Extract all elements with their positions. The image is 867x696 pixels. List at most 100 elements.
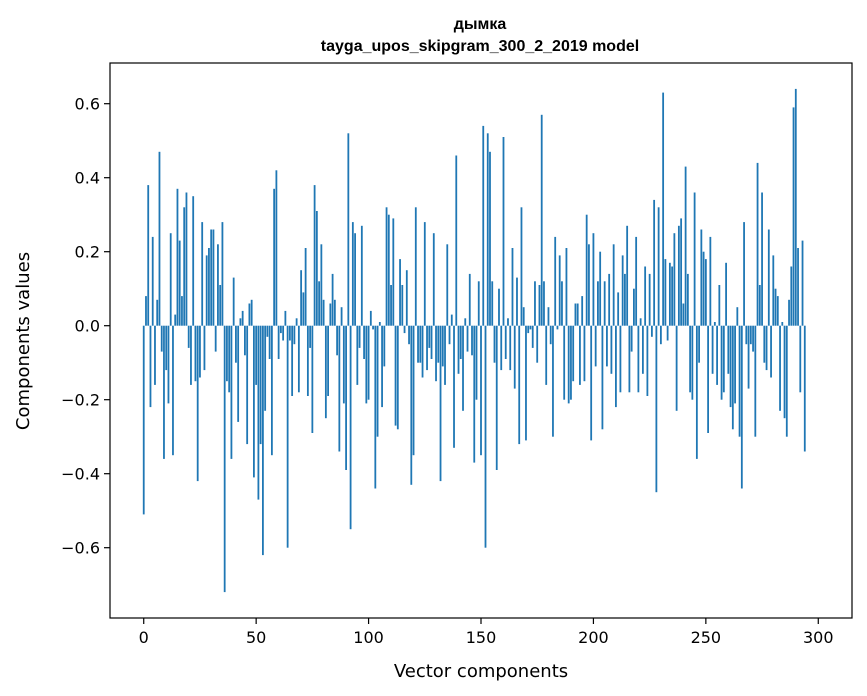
bar [378, 322, 381, 326]
bar [203, 325, 206, 371]
bar [664, 259, 667, 326]
bar [592, 233, 595, 326]
bar [761, 192, 763, 326]
bar [486, 133, 489, 326]
bar [248, 303, 251, 326]
bar [612, 244, 615, 326]
bar [707, 325, 709, 433]
bar [358, 325, 361, 348]
bar [776, 296, 779, 326]
bar [401, 285, 404, 326]
bar [621, 255, 624, 326]
bar [513, 325, 516, 389]
bar [329, 303, 332, 326]
bar [363, 325, 365, 359]
bar [266, 325, 269, 337]
bar [408, 325, 410, 345]
bar [477, 281, 480, 326]
bar [671, 266, 674, 326]
bar [635, 236, 638, 326]
bar [446, 244, 449, 326]
bar [543, 281, 545, 326]
bar [246, 325, 249, 445]
x-tick-label: 300 [803, 628, 834, 647]
bar [767, 229, 770, 326]
bar [727, 325, 730, 374]
bar [196, 325, 199, 482]
bar [637, 325, 640, 393]
bar [504, 325, 507, 359]
bar [394, 325, 397, 426]
bar [579, 325, 581, 385]
bar [226, 325, 228, 382]
bar [448, 325, 451, 345]
bar [792, 107, 795, 326]
bar [435, 325, 437, 382]
bar [639, 318, 642, 326]
bar [464, 318, 467, 326]
bar [610, 325, 613, 374]
bar [484, 325, 487, 548]
bar [154, 325, 156, 385]
bar [441, 325, 444, 367]
bar [342, 325, 345, 404]
bar [356, 325, 359, 385]
bar [666, 325, 669, 341]
bar [239, 318, 242, 326]
bar [383, 325, 386, 367]
bar [338, 325, 341, 452]
bar [799, 325, 802, 393]
bar [653, 199, 656, 326]
bar [781, 322, 784, 326]
bar [646, 325, 649, 396]
bar [729, 325, 732, 408]
x-tick-label: 250 [691, 628, 722, 647]
x-tick-label: 0 [139, 628, 149, 647]
bar [284, 310, 287, 326]
bar [419, 325, 422, 363]
bar [300, 270, 303, 326]
bar [293, 325, 296, 345]
bar [437, 325, 440, 363]
bar [522, 307, 525, 326]
bar [374, 325, 377, 489]
bar [262, 325, 264, 556]
bar [309, 325, 312, 348]
bar [702, 251, 705, 326]
bar [682, 303, 685, 326]
bar [608, 273, 611, 326]
bar [536, 325, 539, 363]
bar [194, 325, 197, 382]
bar [518, 325, 521, 445]
bar [354, 233, 356, 326]
bar [662, 92, 665, 326]
bar [212, 229, 215, 326]
bar [412, 325, 415, 456]
bar [516, 277, 518, 326]
bar [217, 244, 219, 326]
bar [754, 325, 757, 437]
bar [244, 325, 246, 356]
bar [491, 281, 494, 326]
bar [450, 314, 453, 326]
bar [324, 325, 327, 419]
bar [228, 325, 231, 393]
y-tick-label: −0.4 [61, 465, 100, 484]
bar [315, 211, 318, 326]
bar [365, 325, 368, 404]
bar [801, 240, 804, 326]
bar [615, 325, 617, 408]
bar [230, 325, 233, 459]
bar [176, 188, 179, 326]
bar [731, 325, 734, 430]
bar [738, 325, 741, 437]
bar [626, 225, 629, 326]
bar [527, 325, 530, 334]
x-axis-label: Vector components [394, 661, 568, 682]
bar [322, 299, 325, 326]
bar [558, 255, 561, 326]
bar [219, 285, 222, 326]
bar [253, 325, 255, 478]
bar [736, 307, 739, 326]
